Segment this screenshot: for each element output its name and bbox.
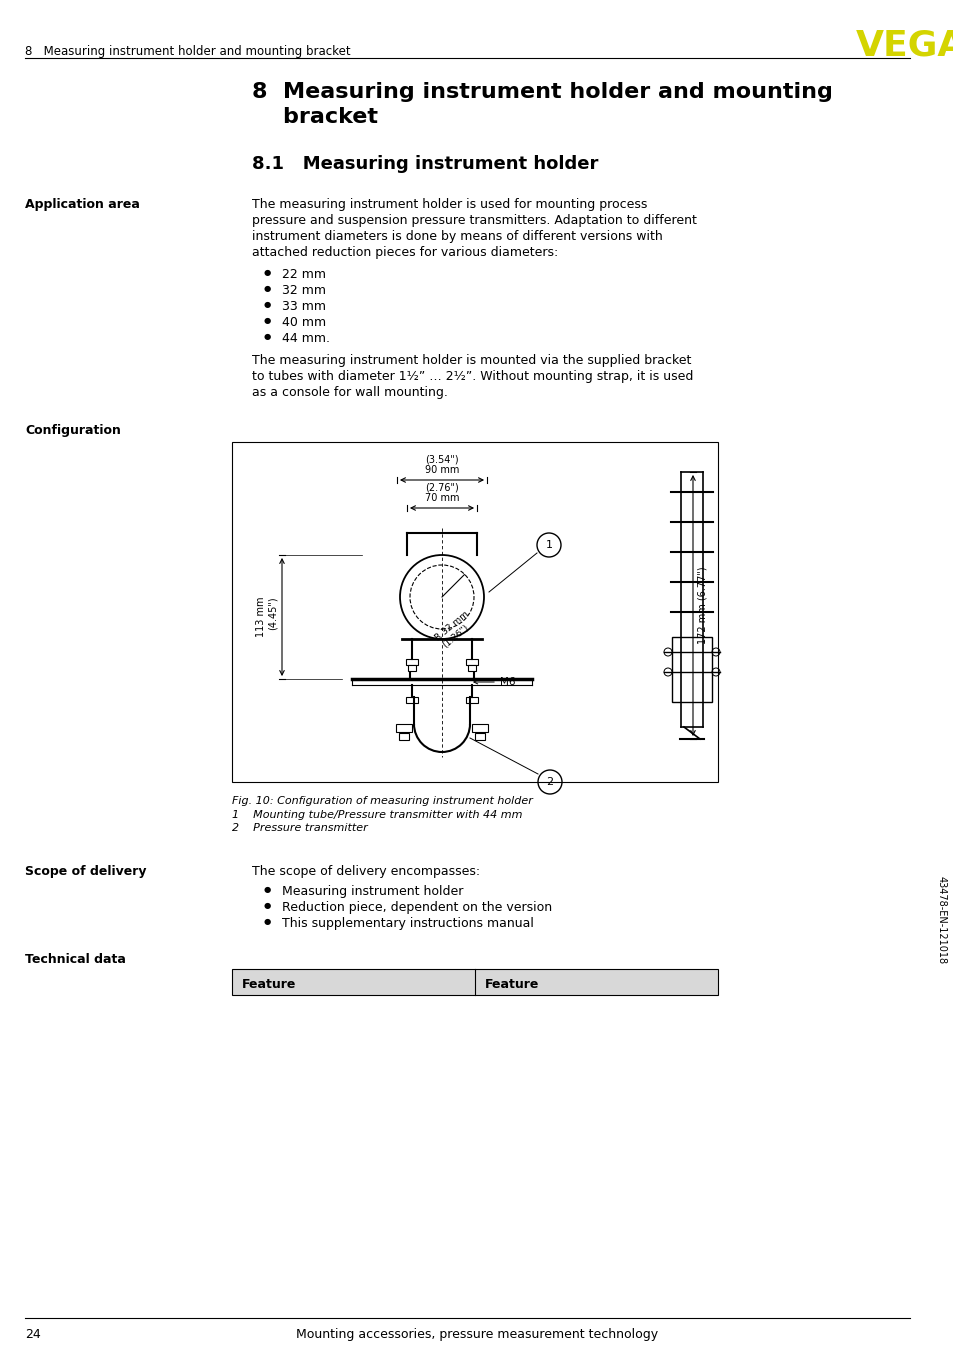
Text: Scope of delivery: Scope of delivery (25, 865, 147, 877)
Text: 2: 2 (546, 777, 553, 787)
Text: Feature: Feature (484, 978, 538, 991)
Text: The measuring instrument holder is mounted via the supplied bracket: The measuring instrument holder is mount… (252, 353, 691, 367)
Bar (465, 697, 477, 703)
Bar (472, 724, 488, 733)
Text: bracket: bracket (252, 107, 377, 127)
Text: ●: ● (264, 301, 271, 309)
Text: ●: ● (264, 315, 271, 325)
Text: Configuration: Configuration (25, 424, 121, 437)
Text: 8.1   Measuring instrument holder: 8.1 Measuring instrument holder (252, 154, 598, 173)
Text: 32 mm: 32 mm (282, 284, 326, 297)
Text: 22 mm: 22 mm (282, 268, 326, 282)
Text: Mounting accessories, pressure measurement technology: Mounting accessories, pressure measureme… (295, 1328, 658, 1340)
Text: ●: ● (264, 900, 271, 910)
Text: 2    Pressure transmitter: 2 Pressure transmitter (232, 823, 367, 833)
Text: 172 mm (6.77"): 172 mm (6.77") (698, 567, 707, 645)
Text: ●: ● (264, 268, 271, 278)
Text: 1    Mounting tube/Pressure transmitter with 44 mm: 1 Mounting tube/Pressure transmitter wit… (232, 810, 522, 821)
Text: Application area: Application area (25, 198, 140, 211)
Bar (232, 441, 718, 783)
Bar (465, 659, 477, 665)
Text: 113 mm
(4.45"): 113 mm (4.45") (255, 597, 277, 638)
Text: Reduction piece, dependent on the version: Reduction piece, dependent on the versio… (282, 900, 552, 914)
Bar (395, 724, 412, 733)
Text: instrument diameters is done by means of different versions with: instrument diameters is done by means of… (252, 230, 662, 242)
Text: 40 mm: 40 mm (282, 315, 326, 329)
Text: 44 mm.: 44 mm. (282, 332, 330, 345)
Text: VEGA: VEGA (855, 28, 953, 62)
Text: 70 mm: 70 mm (424, 493, 458, 502)
Text: Fig. 10: Configuration of measuring instrument holder: Fig. 10: Configuration of measuring inst… (232, 796, 533, 806)
Text: attached reduction pieces for various diameters:: attached reduction pieces for various di… (252, 246, 558, 259)
Text: 24: 24 (25, 1328, 41, 1340)
Text: 33 mm: 33 mm (282, 301, 326, 313)
Text: Technical data: Technical data (25, 953, 126, 965)
Bar (475, 733, 484, 741)
Text: 90 mm: 90 mm (424, 464, 458, 475)
Text: ●: ● (264, 332, 271, 341)
Bar (671, 636, 711, 701)
Text: pressure and suspension pressure transmitters. Adaptation to different: pressure and suspension pressure transmi… (252, 214, 696, 227)
Text: Feature: Feature (242, 978, 296, 991)
Text: (3.54"): (3.54") (425, 455, 458, 464)
Text: M6: M6 (499, 677, 515, 686)
Text: 8  Measuring instrument holder and mounting: 8 Measuring instrument holder and mounti… (252, 83, 832, 102)
Text: (2.76"): (2.76") (425, 483, 458, 493)
Bar (232, 969, 718, 995)
Text: to tubes with diameter 1½” … 2½”. Without mounting strap, it is used: to tubes with diameter 1½” … 2½”. Withou… (252, 370, 693, 383)
Text: 43478-EN-121018: 43478-EN-121018 (936, 876, 946, 964)
Bar (468, 665, 476, 672)
Text: The scope of delivery encompasses:: The scope of delivery encompasses: (252, 865, 479, 877)
Bar (408, 665, 416, 672)
Text: Measuring instrument holder: Measuring instrument holder (282, 886, 463, 898)
Text: as a console for wall mounting.: as a console for wall mounting. (252, 386, 447, 399)
Text: ●: ● (264, 284, 271, 292)
Bar (406, 659, 417, 665)
Text: R 32 mm
(1.26"): R 32 mm (1.26") (434, 609, 477, 650)
Text: 1: 1 (545, 540, 552, 550)
Text: 8   Measuring instrument holder and mounting bracket: 8 Measuring instrument holder and mounti… (25, 45, 351, 58)
Bar (398, 733, 409, 741)
Text: ●: ● (264, 886, 271, 894)
Text: This supplementary instructions manual: This supplementary instructions manual (282, 917, 534, 930)
Text: ●: ● (264, 917, 271, 926)
Text: The measuring instrument holder is used for mounting process: The measuring instrument holder is used … (252, 198, 647, 211)
Bar (406, 697, 417, 703)
